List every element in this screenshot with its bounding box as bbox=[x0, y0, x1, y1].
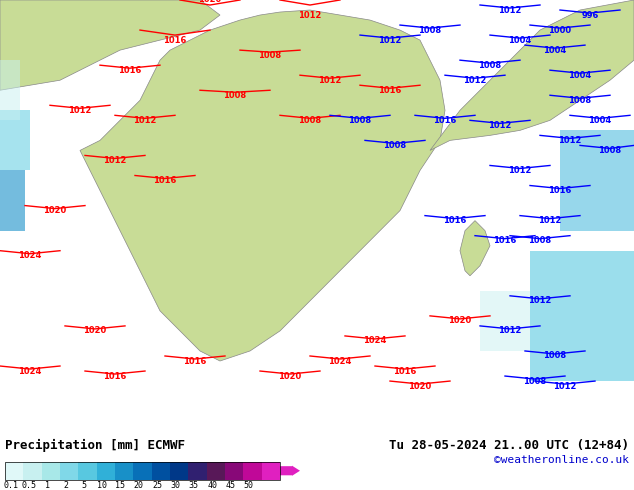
Text: 1004: 1004 bbox=[508, 36, 532, 45]
Text: 1012: 1012 bbox=[299, 11, 321, 20]
Polygon shape bbox=[430, 0, 634, 150]
Text: 1012: 1012 bbox=[133, 116, 157, 125]
Text: 1008: 1008 bbox=[543, 351, 567, 361]
Text: 1016: 1016 bbox=[433, 116, 456, 125]
Text: 0.5: 0.5 bbox=[22, 481, 36, 490]
Text: 1016: 1016 bbox=[183, 357, 207, 366]
Polygon shape bbox=[0, 110, 30, 171]
Text: 1012: 1012 bbox=[378, 36, 402, 45]
Bar bbox=[115, 462, 133, 480]
Text: 50: 50 bbox=[244, 481, 254, 490]
Bar bbox=[243, 462, 262, 480]
Polygon shape bbox=[0, 171, 25, 231]
Polygon shape bbox=[480, 291, 530, 351]
Text: 1000: 1000 bbox=[548, 25, 572, 35]
Polygon shape bbox=[0, 0, 220, 90]
Text: 2: 2 bbox=[63, 481, 68, 490]
Bar bbox=[96, 462, 115, 480]
Text: 1012: 1012 bbox=[498, 5, 522, 15]
Text: 1016: 1016 bbox=[119, 66, 141, 74]
Text: 1008: 1008 bbox=[528, 236, 552, 245]
Text: 1008: 1008 bbox=[598, 146, 621, 155]
Bar bbox=[5, 462, 280, 480]
Text: 1008: 1008 bbox=[524, 376, 547, 386]
Bar bbox=[170, 462, 188, 480]
Text: 35: 35 bbox=[189, 481, 199, 490]
Text: 1: 1 bbox=[44, 481, 49, 490]
Text: 1012: 1012 bbox=[508, 166, 532, 175]
Text: 1024: 1024 bbox=[328, 357, 352, 366]
Text: 1012: 1012 bbox=[488, 121, 512, 130]
Bar bbox=[225, 462, 243, 480]
Text: 30: 30 bbox=[171, 481, 181, 490]
Text: 1016: 1016 bbox=[103, 371, 127, 381]
Text: 1008: 1008 bbox=[349, 116, 372, 125]
Text: 1016: 1016 bbox=[153, 176, 177, 185]
Text: 1004: 1004 bbox=[543, 46, 567, 55]
Text: 1008: 1008 bbox=[259, 50, 281, 60]
Text: 1024: 1024 bbox=[363, 337, 387, 345]
Bar bbox=[152, 462, 170, 480]
Text: 1008: 1008 bbox=[418, 25, 441, 35]
Text: 1012: 1012 bbox=[103, 156, 127, 165]
Polygon shape bbox=[0, 60, 20, 121]
Text: 1024: 1024 bbox=[18, 251, 42, 260]
Text: ©weatheronline.co.uk: ©weatheronline.co.uk bbox=[494, 455, 629, 465]
Text: 1004: 1004 bbox=[588, 116, 612, 125]
Bar bbox=[23, 462, 42, 480]
Polygon shape bbox=[460, 220, 490, 276]
Text: 10: 10 bbox=[97, 481, 107, 490]
Bar bbox=[262, 462, 280, 480]
Text: Tu 28-05-2024 21..00 UTC (12+84): Tu 28-05-2024 21..00 UTC (12+84) bbox=[389, 440, 629, 452]
Bar bbox=[42, 462, 60, 480]
Text: 1008: 1008 bbox=[223, 91, 247, 100]
Text: 1012: 1012 bbox=[538, 216, 562, 225]
Text: 1012: 1012 bbox=[559, 136, 581, 145]
Polygon shape bbox=[80, 10, 445, 361]
Text: 1008: 1008 bbox=[479, 61, 501, 70]
Text: 45: 45 bbox=[226, 481, 235, 490]
Text: 1016: 1016 bbox=[443, 216, 467, 225]
FancyArrow shape bbox=[280, 466, 300, 476]
Text: Precipitation [mm] ECMWF: Precipitation [mm] ECMWF bbox=[5, 440, 185, 452]
Text: 1020: 1020 bbox=[448, 317, 472, 325]
Text: 1012: 1012 bbox=[463, 76, 487, 85]
Bar bbox=[188, 462, 207, 480]
Text: 1016: 1016 bbox=[493, 236, 517, 245]
Text: 1020: 1020 bbox=[408, 382, 432, 391]
Text: 1020: 1020 bbox=[43, 206, 67, 215]
Text: 1004: 1004 bbox=[568, 71, 592, 80]
Text: 1016: 1016 bbox=[548, 186, 572, 195]
Text: 1020: 1020 bbox=[198, 0, 222, 4]
Text: 1008: 1008 bbox=[384, 141, 406, 150]
Text: 1016: 1016 bbox=[378, 86, 402, 95]
Text: 1016: 1016 bbox=[164, 36, 186, 45]
Text: 1020: 1020 bbox=[278, 371, 302, 381]
Text: 1012: 1012 bbox=[68, 106, 92, 115]
Text: 25: 25 bbox=[152, 481, 162, 490]
Text: 1024: 1024 bbox=[18, 367, 42, 375]
Text: 5: 5 bbox=[81, 481, 86, 490]
Text: 1016: 1016 bbox=[393, 367, 417, 375]
Bar bbox=[79, 462, 96, 480]
Text: 996: 996 bbox=[581, 11, 598, 20]
Bar bbox=[133, 462, 152, 480]
Bar bbox=[60, 462, 79, 480]
Text: 20: 20 bbox=[134, 481, 144, 490]
Bar bbox=[207, 462, 225, 480]
Polygon shape bbox=[530, 251, 634, 381]
Text: 1012: 1012 bbox=[528, 296, 552, 305]
Text: 1008: 1008 bbox=[299, 116, 321, 125]
Bar bbox=[5, 462, 23, 480]
Text: 40: 40 bbox=[207, 481, 217, 490]
Text: 1012: 1012 bbox=[498, 326, 522, 336]
Text: 1012: 1012 bbox=[553, 382, 577, 391]
Text: 0.1: 0.1 bbox=[3, 481, 18, 490]
Polygon shape bbox=[560, 130, 634, 231]
Text: 15: 15 bbox=[115, 481, 126, 490]
Text: 1012: 1012 bbox=[318, 76, 342, 85]
Text: 1008: 1008 bbox=[569, 96, 592, 105]
Text: 1020: 1020 bbox=[84, 326, 107, 336]
